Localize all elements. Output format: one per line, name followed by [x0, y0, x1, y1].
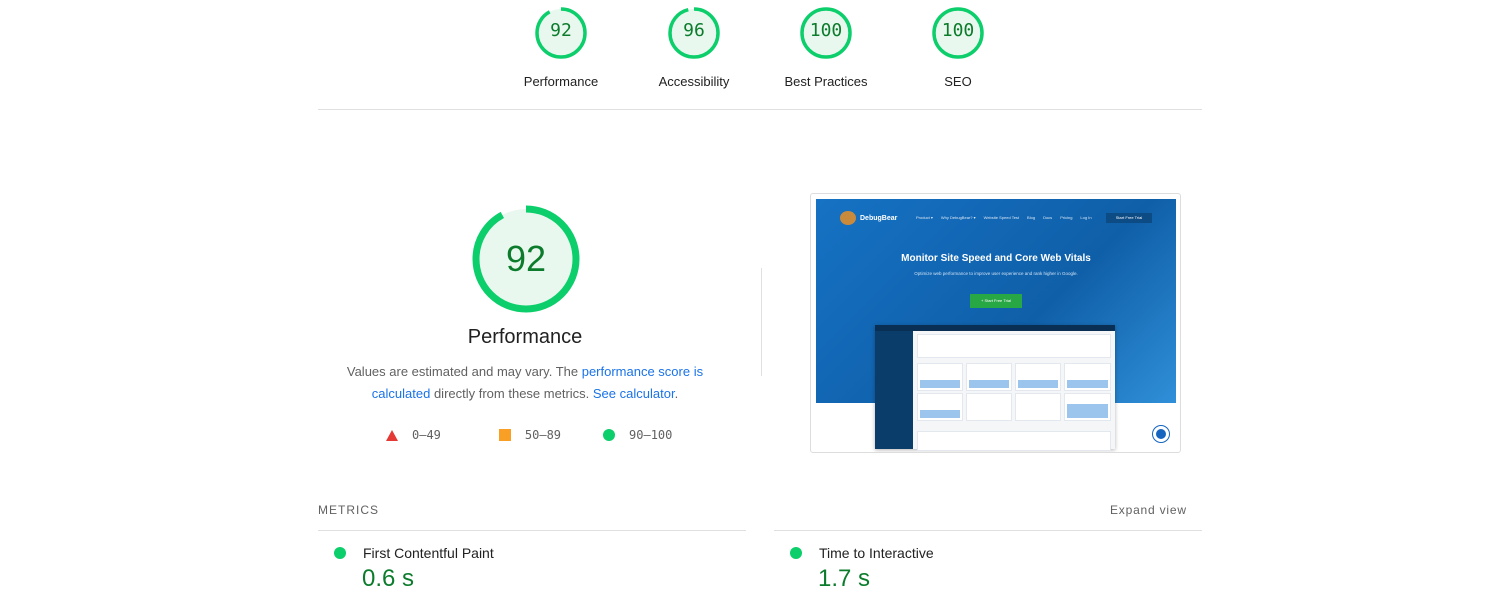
gauge-label: Performance: [523, 74, 599, 89]
performance-score: 92: [505, 238, 547, 279]
score-description: Values are estimated and may vary. The p…: [330, 361, 720, 405]
gauge-accessibility[interactable]: 96 Accessibility: [634, 0, 754, 89]
metric-name: First Contentful Paint: [363, 545, 494, 561]
metric-value: 0.6 s: [362, 565, 415, 592]
screenshot-nav-cta: Start Free Trial: [1106, 213, 1152, 223]
triangle-icon: [386, 429, 398, 441]
pass-circle-icon: [790, 547, 802, 559]
gauge-performance[interactable]: 92 Performance: [501, 0, 621, 89]
performance-gauge-large: 92: [470, 203, 582, 315]
expand-view-button[interactable]: Expand view: [1110, 503, 1187, 517]
final-screenshot[interactable]: DebugBear Product ▾ Why DebugBear? ▾ Websi…: [810, 193, 1181, 453]
gauge-seo[interactable]: 100 SEO: [898, 0, 1018, 89]
bear-logo-icon: [840, 211, 856, 225]
screenshot-nav-item: Docs: [1043, 215, 1053, 220]
gauge-score: 100: [809, 20, 843, 41]
gauge-label: SEO: [944, 74, 972, 89]
legend-range: 90–100: [629, 428, 673, 442]
metric-tti: Time to Interactive 1.7 s: [790, 545, 934, 593]
gauge-best-practices[interactable]: 100 Best Practices: [766, 0, 886, 89]
screenshot-subheadline: Optimize web performance to improve user…: [914, 271, 1078, 276]
screenshot-nav-item: Log In: [1080, 215, 1092, 220]
legend-range: 0–49: [412, 428, 441, 442]
screenshot-nav-item: Why DebugBear? ▾: [940, 215, 976, 220]
section-title: Performance: [467, 326, 583, 348]
divider: [774, 530, 1202, 531]
chat-icon: [1153, 426, 1169, 442]
metric-value: 1.7 s: [818, 565, 871, 592]
brand: DebugBear: [860, 214, 898, 222]
screenshot-nav-item: Blog: [1027, 215, 1036, 220]
metric-name: Time to Interactive: [819, 545, 934, 561]
gauge-label: Accessibility: [658, 74, 730, 89]
score-legend: 0–49 50–89 90–100: [386, 428, 710, 442]
dashboard-preview: [875, 325, 1115, 451]
square-icon: [498, 429, 511, 441]
desc-text: Values are estimated and may vary. The: [346, 364, 582, 379]
see-calculator-link[interactable]: See calculator: [592, 386, 675, 401]
gauge-score: 100: [941, 20, 975, 41]
gauge-score: 96: [683, 20, 705, 41]
screenshot-nav-item: Pricing: [1060, 215, 1073, 220]
gauge-label: Best Practices: [784, 74, 868, 89]
metrics-heading: METRICS: [318, 503, 379, 517]
divider: [318, 530, 746, 531]
screenshot-nav-item: Product ▾: [916, 215, 933, 220]
legend-range: 50–89: [524, 428, 562, 442]
screenshot-cta: + Start Free Trial: [970, 294, 1022, 308]
screenshot-nav: Product ▾ Why DebugBear? ▾ Website Speed T…: [916, 215, 1092, 220]
metric-fcp: First Contentful Paint 0.6 s: [334, 545, 494, 593]
pass-circle-icon: [334, 547, 346, 559]
screenshot-headline: Monitor Site Speed and Core Web Vitals: [901, 253, 1091, 264]
divider: [761, 268, 762, 376]
circle-icon: [603, 429, 616, 441]
desc-text: .: [674, 386, 679, 401]
gauge-score: 92: [550, 20, 572, 41]
desc-text: directly from these metrics.: [430, 386, 593, 401]
performance-score-link[interactable]: performance score is calculated: [371, 364, 704, 401]
divider: [318, 109, 1202, 110]
screenshot-nav-item: Website Speed Test: [983, 215, 1020, 220]
